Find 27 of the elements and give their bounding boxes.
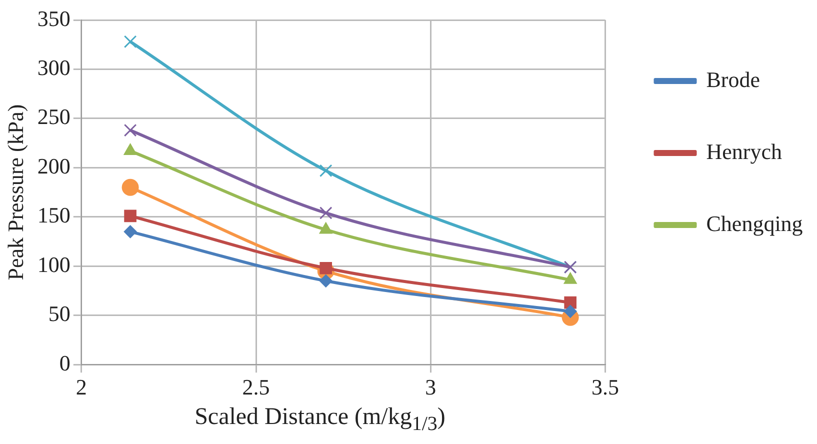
point — [124, 210, 136, 222]
y-tick-label: 300 — [37, 55, 70, 80]
y-tick-label: 0 — [59, 350, 70, 376]
x-tick-label: 2.5 — [242, 374, 270, 400]
point — [319, 274, 332, 288]
y-tick-label: 250 — [37, 104, 70, 130]
y-tick-label: 200 — [37, 153, 70, 178]
legend-label: Chengqing — [706, 210, 803, 236]
point — [319, 164, 332, 178]
x-axis-title: Scaled Distance (m/kg$_{1/3}$) — [194, 404, 446, 436]
y-tick-label: 150 — [37, 202, 70, 228]
legend-label: Brode — [706, 66, 760, 92]
x-tick-label: 3 — [425, 374, 436, 400]
point — [124, 35, 137, 48]
point — [564, 304, 577, 318]
y-tick-label: 350 — [37, 6, 70, 31]
point — [319, 206, 332, 220]
y-tick-label: 50 — [48, 301, 70, 326]
x-tick-label: 2 — [76, 374, 87, 400]
point — [124, 225, 137, 238]
point — [124, 124, 137, 137]
point — [564, 296, 576, 309]
y-axis-title: Peak Pressure (kPa) — [2, 104, 28, 280]
y-tick-label: 100 — [37, 252, 70, 277]
legend-label: Henrych — [706, 138, 782, 164]
x-tick-label: 3.5 — [592, 374, 619, 400]
point — [122, 178, 139, 196]
